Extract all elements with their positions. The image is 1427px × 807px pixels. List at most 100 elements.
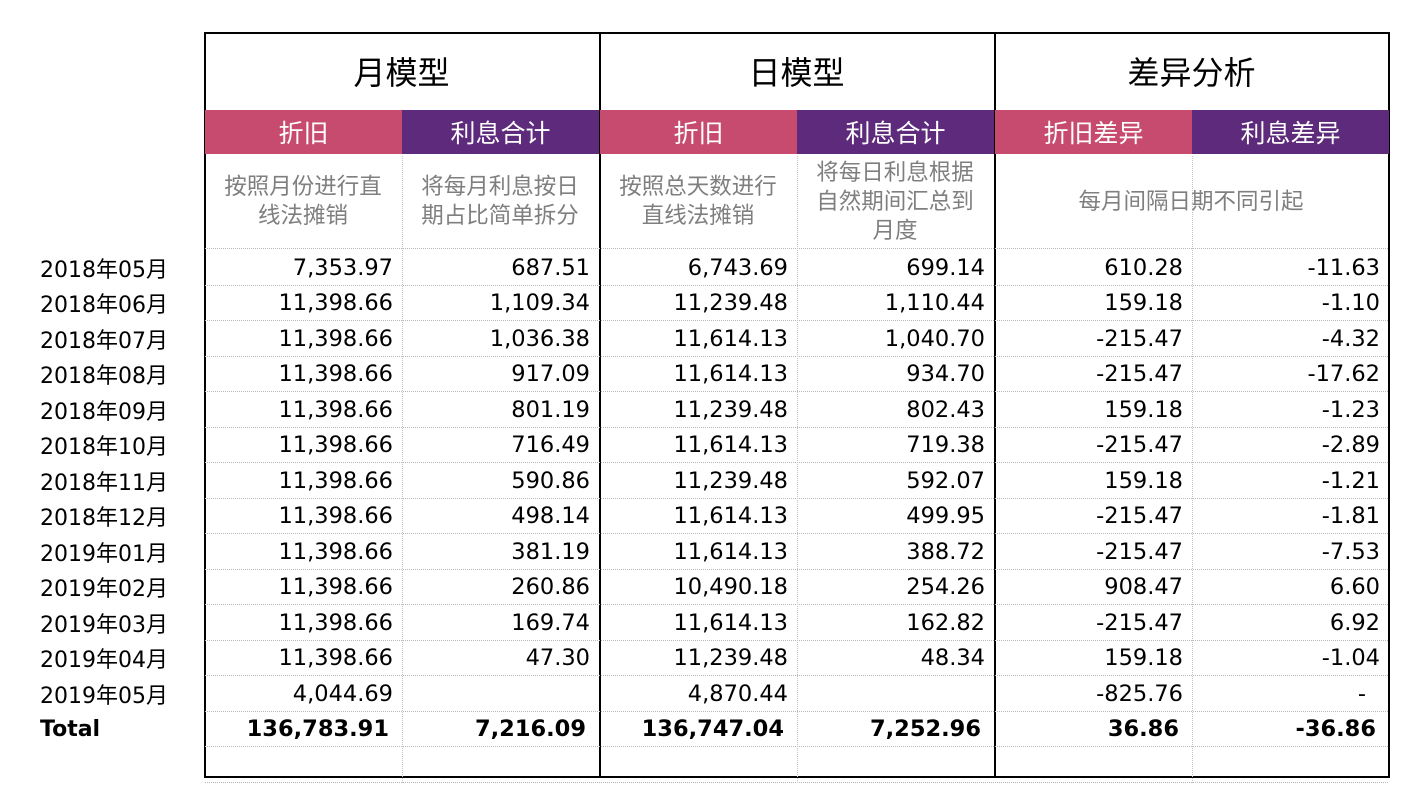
data-cell: - xyxy=(1357,680,1366,707)
total-label: Total xyxy=(40,716,101,742)
data-cell: 11,614.13 xyxy=(673,432,788,458)
data-cell: 11,398.66 xyxy=(278,574,393,600)
data-cell: 11,239.48 xyxy=(673,645,788,671)
column-header: 折旧 xyxy=(600,110,797,154)
grid-line xyxy=(205,391,1388,392)
data-cell: -1.81 xyxy=(1321,503,1380,529)
data-cell: -2.89 xyxy=(1321,432,1380,458)
row-label: 2019年05月 xyxy=(40,683,168,709)
grid-line xyxy=(205,604,1388,605)
data-cell: 11,614.13 xyxy=(673,325,788,352)
data-cell: 934.70 xyxy=(906,361,985,387)
group-title: 月模型 xyxy=(353,54,450,92)
row-label: 2018年10月 xyxy=(40,435,168,460)
data-cell xyxy=(797,676,993,711)
data-cell: 6,743.69 xyxy=(687,254,788,281)
total-cell: -36.86 xyxy=(1295,716,1376,742)
data-cell: 11,398.66 xyxy=(278,609,393,636)
data-cell: 610.28 xyxy=(1104,254,1183,281)
row-label: 2019年03月 xyxy=(40,612,168,638)
data-cell: 11,239.48 xyxy=(673,290,788,316)
data-cell: -215.47 xyxy=(1096,432,1183,458)
row-label: 2018年08月 xyxy=(40,364,168,389)
row-label: 2018年05月 xyxy=(40,257,168,283)
column-description: 按照月份进行直 线法摊销 xyxy=(224,174,382,229)
data-cell: 4,870.44 xyxy=(687,680,788,707)
data-cell: 11,614.13 xyxy=(673,538,788,565)
data-cell: -1.23 xyxy=(1321,396,1380,423)
grid-line xyxy=(205,781,1388,783)
data-cell: 254.26 xyxy=(906,574,985,600)
data-cell: -1.04 xyxy=(1321,645,1380,671)
data-cell: 11,398.66 xyxy=(278,645,393,671)
data-cell: -7.53 xyxy=(1321,538,1380,565)
grid-line xyxy=(797,156,798,783)
grid-line xyxy=(205,355,1388,357)
data-cell: 11,614.13 xyxy=(673,361,788,387)
data-cell: 11,239.48 xyxy=(673,396,788,423)
data-cell: 498.14 xyxy=(511,503,590,529)
data-cell: 48.34 xyxy=(920,645,985,671)
total-cell: 7,252.96 xyxy=(869,716,981,742)
row-label: 2019年01月 xyxy=(40,541,168,567)
data-cell: 11,398.66 xyxy=(278,396,393,423)
data-cell: 716.49 xyxy=(511,432,590,458)
data-cell: 6.60 xyxy=(1329,574,1380,600)
data-cell: 11,398.66 xyxy=(278,503,393,529)
data-cell: 11,614.13 xyxy=(673,503,788,529)
data-cell: -215.47 xyxy=(1096,361,1183,387)
data-cell: -1.21 xyxy=(1321,467,1380,494)
data-cell: 169.74 xyxy=(511,609,590,636)
row-label: 2019年04月 xyxy=(40,648,168,673)
data-cell: 499.95 xyxy=(906,503,985,529)
column-description: 将每月利息按日 期占比简单拆分 xyxy=(421,174,579,229)
data-cell: 802.43 xyxy=(906,396,985,423)
data-cell: 11,398.66 xyxy=(278,538,393,565)
column-header: 折旧 xyxy=(205,110,402,154)
column-header: 利息合计 xyxy=(797,110,994,154)
grid-line xyxy=(205,462,1388,463)
grid-line xyxy=(205,426,1388,428)
group-title: 差异分析 xyxy=(1127,54,1256,92)
data-cell: 11,398.66 xyxy=(278,361,393,387)
total-cell: 136,783.91 xyxy=(246,716,389,742)
grid-line xyxy=(402,156,403,783)
grid-line xyxy=(205,675,1388,676)
data-cell: 10,490.18 xyxy=(673,574,788,600)
data-cell: 699.14 xyxy=(906,254,985,281)
data-cell: 6.92 xyxy=(1329,609,1380,636)
data-cell: 47.30 xyxy=(525,645,590,671)
grid-line xyxy=(205,248,1388,249)
data-cell: 1,036.38 xyxy=(489,325,590,352)
column-description-merged: 每月间隔日期不同引起 xyxy=(1078,188,1304,215)
data-cell: 162.82 xyxy=(906,609,985,636)
data-cell: 687.51 xyxy=(511,254,590,281)
data-cell: 381.19 xyxy=(511,538,590,565)
data-cell: 159.18 xyxy=(1104,396,1183,423)
data-cell: 11,398.66 xyxy=(278,325,393,352)
data-cell: 801.19 xyxy=(511,396,590,423)
row-label: 2018年09月 xyxy=(40,399,168,425)
row-label: 2018年12月 xyxy=(40,506,168,531)
column-header: 利息差异 xyxy=(1192,110,1389,154)
data-cell: 719.38 xyxy=(906,432,985,458)
row-label: 2018年11月 xyxy=(40,470,168,496)
data-cell: 1,040.70 xyxy=(884,325,985,352)
grid-line xyxy=(205,710,1388,712)
data-cell: -17.62 xyxy=(1307,361,1380,387)
group-title: 日模型 xyxy=(748,54,845,92)
row-label: 2018年07月 xyxy=(40,328,168,354)
data-cell: 11,398.66 xyxy=(278,290,393,316)
data-cell: -4.32 xyxy=(1321,325,1380,352)
grid-line xyxy=(205,746,1388,747)
total-cell: 7,216.09 xyxy=(474,716,586,742)
data-cell: -11.63 xyxy=(1307,254,1380,281)
data-cell: -215.47 xyxy=(1096,503,1183,529)
grid-line xyxy=(1192,156,1193,783)
grid-line xyxy=(205,497,1388,499)
grid-line xyxy=(205,533,1388,534)
data-cell: -825.76 xyxy=(1096,680,1183,707)
data-cell: 592.07 xyxy=(906,467,985,494)
column-description: 将每日利息根据 自然期间汇总到 月度 xyxy=(816,159,974,244)
data-cell: 1,109.34 xyxy=(489,290,590,316)
